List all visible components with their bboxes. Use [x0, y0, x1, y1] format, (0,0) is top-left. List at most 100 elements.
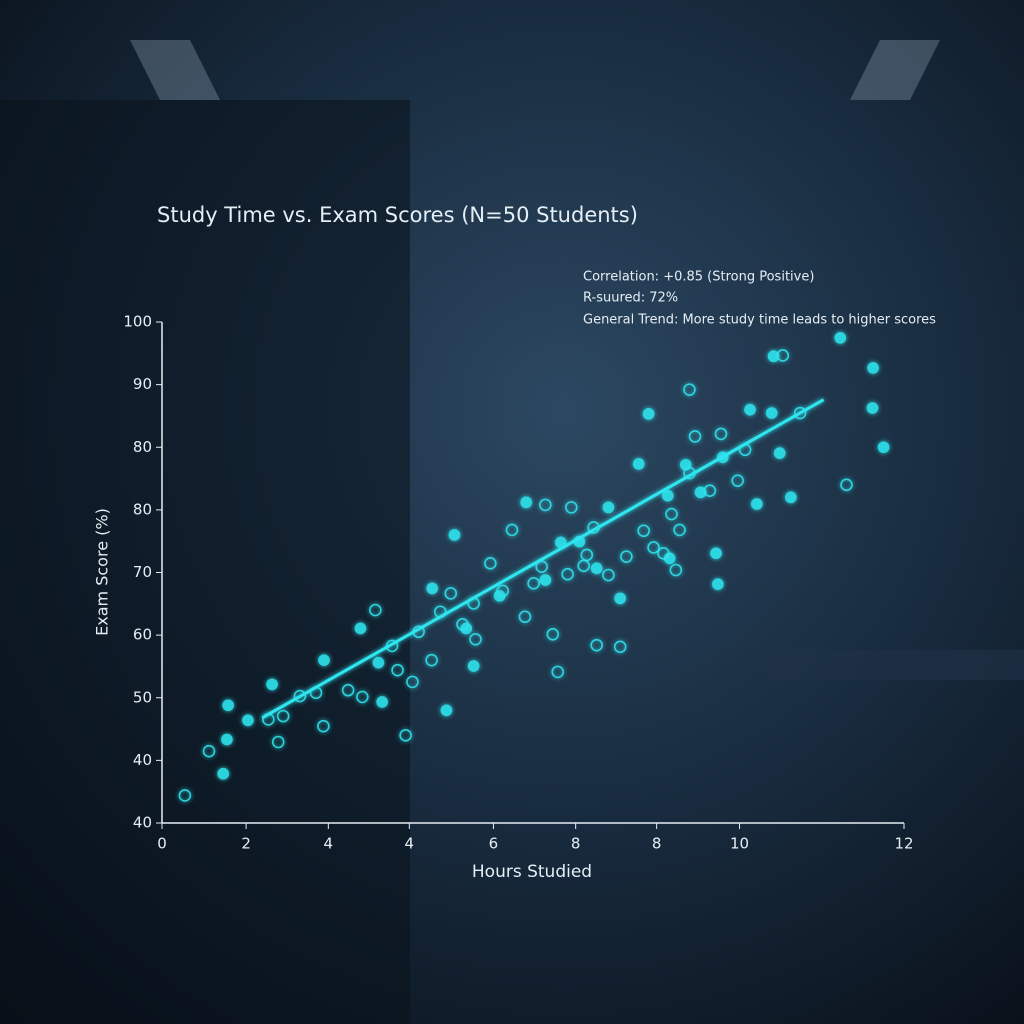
data-point — [866, 402, 879, 414]
x-tick-label: 10 — [730, 835, 749, 853]
data-point — [785, 491, 797, 504]
data-point — [221, 733, 233, 746]
y-tick-label: 70 — [133, 563, 152, 581]
data-point — [665, 507, 678, 521]
data-point — [773, 447, 786, 459]
data-point — [317, 719, 330, 733]
data-point — [744, 403, 756, 416]
data-point — [632, 458, 645, 470]
data-point — [602, 501, 615, 514]
data-point — [840, 478, 853, 492]
data-point — [369, 603, 382, 617]
annotation: General Trend: More study time leads to … — [583, 313, 936, 328]
data-point — [637, 524, 650, 538]
data-point — [222, 699, 234, 712]
data-point — [518, 610, 532, 624]
x-tick-label: 4 — [405, 835, 415, 853]
data-point — [356, 690, 369, 704]
y-tick-label: 80 — [133, 438, 152, 456]
data-point — [467, 660, 480, 672]
data-point — [669, 563, 683, 577]
data-point — [620, 550, 633, 563]
data-point — [590, 638, 603, 652]
data-point — [683, 383, 696, 396]
data-point — [391, 663, 404, 677]
data-point — [614, 592, 626, 605]
data-point — [877, 441, 890, 454]
x-tick-label: 0 — [157, 835, 167, 853]
data-point — [561, 567, 574, 581]
x-tick-label: 12 — [894, 835, 913, 853]
y-tick-label: 60 — [133, 626, 152, 644]
data-point — [712, 578, 724, 590]
data-point — [613, 640, 627, 654]
data-point — [539, 574, 552, 586]
data-point — [242, 714, 254, 727]
data-point — [406, 675, 419, 689]
x-axis-label: Hours Studied — [472, 862, 592, 882]
data-point — [425, 653, 438, 667]
annotation: R-suured: 72% — [583, 291, 678, 306]
data-point — [731, 474, 744, 487]
data-point — [590, 562, 603, 575]
data-point — [602, 568, 615, 582]
data-point — [376, 696, 388, 708]
data-point — [444, 587, 458, 600]
data-point — [767, 350, 780, 363]
ceiling-light — [850, 40, 940, 100]
data-point — [867, 362, 879, 374]
shelf-shadow — [0, 100, 410, 1024]
data-point — [496, 584, 510, 598]
data-point — [341, 683, 355, 697]
data-point — [440, 704, 453, 717]
data-point — [546, 627, 560, 641]
data-point — [276, 709, 290, 723]
ceiling-light — [130, 40, 220, 100]
data-point — [694, 486, 707, 499]
data-point — [293, 689, 307, 703]
data-point — [271, 735, 285, 749]
x-tick-label: 2 — [241, 835, 251, 853]
trend-line — [261, 398, 825, 720]
chart-title: Study Time vs. Exam Scores (N=50 Student… — [157, 203, 638, 227]
y-tick-label: 80 — [133, 500, 152, 518]
y-tick-label: 90 — [133, 375, 152, 393]
x-tick-label: 8 — [571, 835, 581, 853]
data-point — [178, 789, 192, 802]
data-point — [266, 678, 278, 691]
y-tick-label: 100 — [123, 313, 152, 331]
data-point — [765, 407, 778, 419]
data-point — [399, 729, 412, 742]
data-point — [703, 484, 717, 497]
data-point — [751, 498, 763, 510]
data-point — [535, 560, 548, 573]
data-point — [834, 332, 847, 344]
data-point — [469, 632, 482, 646]
data-point — [647, 541, 660, 554]
data-point — [539, 498, 552, 512]
data-point — [661, 489, 674, 502]
data-point — [657, 546, 670, 560]
desk — [770, 650, 1024, 680]
data-point — [580, 548, 594, 562]
data-point — [714, 427, 728, 441]
data-point — [793, 406, 807, 420]
data-point — [372, 656, 385, 669]
x-tick-label: 8 — [652, 835, 662, 853]
data-point — [527, 577, 540, 590]
data-point — [448, 529, 461, 541]
y-axis-label: Exam Score (%) — [93, 508, 112, 636]
data-point — [202, 744, 216, 758]
y-tick-label: 40 — [133, 751, 152, 769]
data-point — [426, 582, 439, 595]
data-point — [484, 557, 497, 570]
data-point — [551, 665, 565, 679]
annotation: Correlation: +0.85 (Strong Positive) — [583, 270, 814, 285]
data-point — [565, 501, 578, 514]
data-point — [776, 349, 790, 362]
x-tick-label: 6 — [489, 835, 499, 853]
data-point — [456, 617, 469, 631]
data-point — [642, 408, 655, 420]
